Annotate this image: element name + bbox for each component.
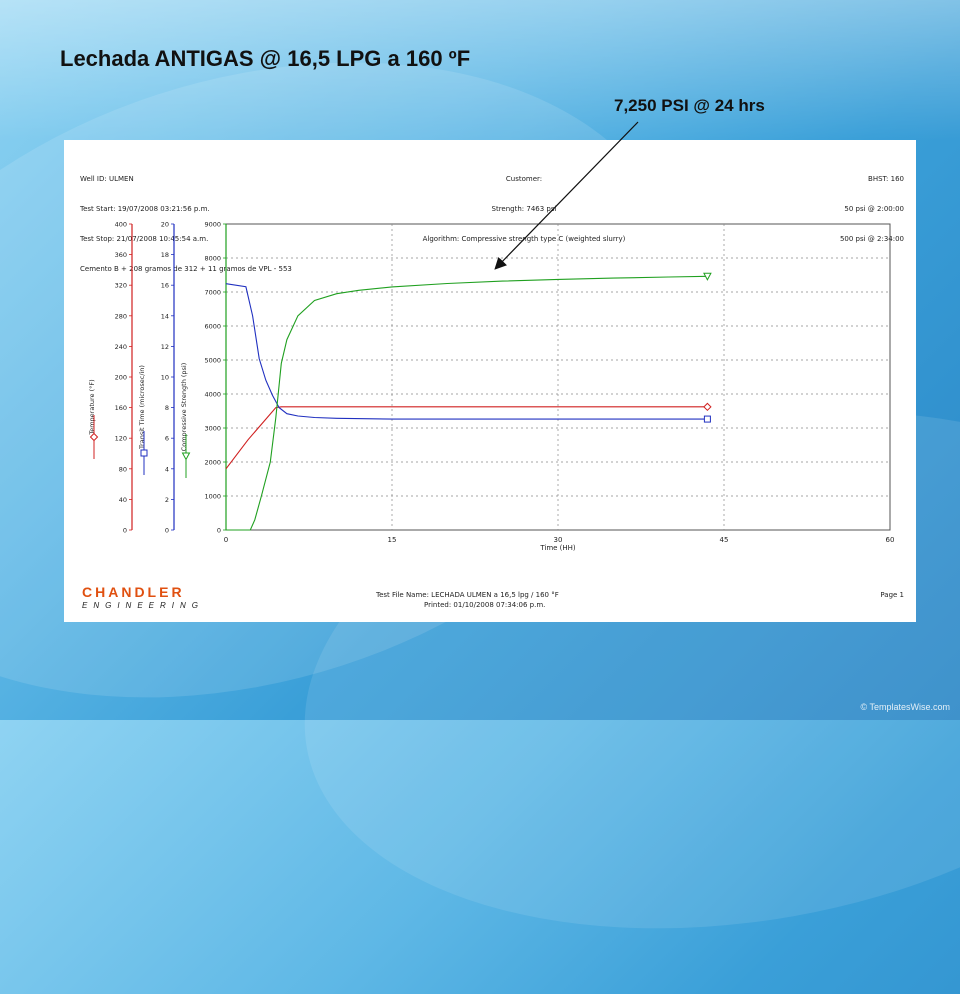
transit-tick-label: 14 — [161, 312, 169, 320]
transit-tick-label: 6 — [165, 435, 169, 443]
strength-tick-label: 2000 — [204, 459, 221, 467]
temperature-series-line — [225, 406, 708, 470]
x-axis-label: Time (HH) — [539, 544, 576, 552]
temperature-tick-label: 360 — [115, 251, 127, 259]
header-test-stop: Test Stop: 21/07/2008 10:45:54 a.m. — [80, 235, 209, 243]
brand-logo: CHANDLER — [82, 584, 185, 600]
transit-legend-marker — [140, 449, 148, 457]
header-bhst: BHST: 160 — [868, 175, 904, 183]
series-group — [225, 272, 712, 531]
temperature-tick-label: 280 — [115, 312, 127, 320]
x-tick-label: 15 — [388, 536, 397, 544]
transit-tick-label: 10 — [161, 374, 169, 382]
strength-series-line — [226, 275, 708, 531]
callout-label: 7,250 PSI @ 24 hrs — [614, 96, 765, 115]
temperature-legend-marker — [89, 432, 99, 442]
report-panel: Well ID: ULMEN Test Start: 19/07/2008 03… — [64, 140, 916, 622]
footer-printed: Printed: 01/10/2008 07:34:06 p.m. — [424, 601, 546, 609]
transit-tick-label: 0 — [165, 527, 169, 535]
footer-page: Page 1 — [880, 591, 904, 599]
temperature-tick-label: 320 — [115, 282, 127, 290]
header-test-start: Test Start: 19/07/2008 03:21:56 p.m. — [80, 205, 210, 213]
strength-tick-label: 1000 — [204, 493, 221, 501]
transit-series-end-marker — [703, 415, 711, 423]
brand-sub: ENGINEERING — [82, 601, 205, 610]
temperature-tick-label: 120 — [115, 435, 127, 443]
transit-tick-label: 16 — [161, 282, 169, 290]
transit-tick-label: 18 — [161, 251, 169, 259]
background-highlight — [0, 0, 960, 140]
strength-tick-label: 7000 — [204, 289, 221, 297]
x-tick-label: 60 — [886, 536, 895, 544]
transit-axis-label: Transit Time (microsec/in) — [138, 365, 146, 450]
temperature-tick-label: 400 — [115, 221, 127, 229]
header-50psi: 50 psi @ 2:00:00 — [844, 205, 904, 213]
strength-tick-label: 6000 — [204, 323, 221, 331]
strength-tick-label: 8000 — [204, 255, 221, 263]
transit-tick-label: 8 — [165, 404, 169, 412]
temperature-tick-label: 200 — [115, 374, 127, 382]
strength-tick-label: 9000 — [204, 221, 221, 229]
transit-tick-label: 4 — [165, 465, 169, 473]
footer-file: Test File Name: LECHADA ULMEN a 16,5 lpg… — [376, 591, 559, 599]
grid — [225, 223, 891, 531]
strength-tick-label: 5000 — [204, 357, 221, 365]
strength-axis-label: Compressive Strength (psi) — [180, 363, 188, 452]
transit-tick-label: 12 — [161, 343, 169, 351]
slide-title: Lechada ANTIGAS @ 16,5 LPG a 160 ºF — [60, 46, 471, 71]
strength-tick-label: 0 — [217, 527, 221, 535]
temperature-series-end-marker — [703, 402, 712, 412]
temperature-tick-label: 40 — [119, 496, 127, 504]
strength-legend-marker — [181, 452, 191, 461]
header-slurry: Cemento B + 208 gramos de 312 + 11 gramo… — [80, 265, 292, 273]
temperature-tick-label: 0 — [123, 527, 127, 535]
temperature-axis-label: Temperature (°F) — [88, 379, 96, 435]
temperature-tick-label: 160 — [115, 404, 127, 412]
x-tick-label: 0 — [224, 536, 228, 544]
header-well-id: Well ID: ULMEN — [80, 175, 134, 183]
x-tick-label: 30 — [554, 536, 563, 544]
transit-tick-label: 2 — [165, 496, 169, 504]
strength-tick-label: 3000 — [204, 425, 221, 433]
transit-series-line — [225, 283, 708, 420]
transit-tick-label: 20 — [161, 221, 169, 229]
strength-tick-label: 4000 — [204, 391, 221, 399]
temperature-tick-label: 80 — [119, 465, 127, 473]
strength-series-end-marker — [703, 272, 712, 281]
x-tick-label: 45 — [720, 536, 729, 544]
header-left: Well ID: ULMEN Test Start: 19/07/2008 03… — [80, 154, 292, 294]
watermark: © TemplatesWise.com — [860, 702, 951, 712]
temperature-tick-label: 240 — [115, 343, 127, 351]
